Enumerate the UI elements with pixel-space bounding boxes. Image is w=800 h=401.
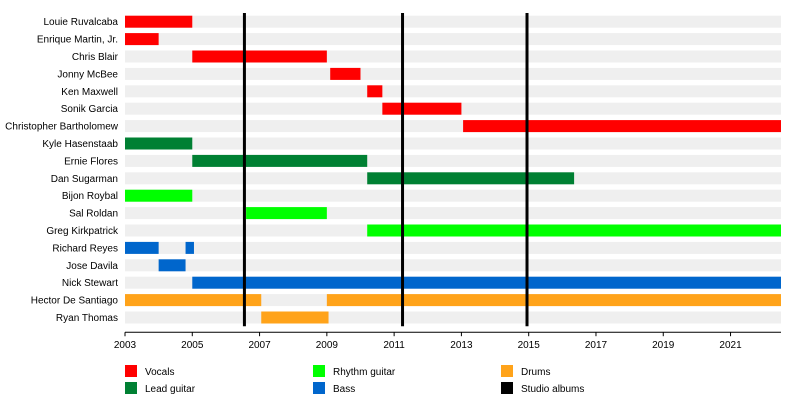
member-label: Jonny McBee <box>57 69 118 80</box>
legend-swatch-albums <box>501 382 513 394</box>
member-label: Jose Davila <box>66 261 118 272</box>
bar-rhythm <box>125 189 193 202</box>
member-label: Christopher Bartholomew <box>5 122 119 133</box>
member-label: Greg Kirkpatrick <box>46 226 119 237</box>
member-label: Enrique Martin, Jr. <box>37 35 118 46</box>
legend-label-albums: Studio albums <box>521 384 584 395</box>
legend-swatch-rhythm <box>313 365 325 377</box>
legend-swatch-bass <box>313 382 325 394</box>
member-label: Bijon Roybal <box>62 191 118 202</box>
member-label: Sonik Garcia <box>61 104 119 115</box>
member-label: Nick Stewart <box>62 278 118 289</box>
member-label: Hector De Santiago <box>31 296 119 307</box>
legend: Vocals Lead guitar Rhythm guitar Bass Drums S… <box>125 365 584 395</box>
member-label: Louie Ruvalcaba <box>44 17 119 28</box>
row-band <box>125 33 781 46</box>
legend-label-rhythm: Rhythm guitar <box>333 367 396 378</box>
row-band <box>125 207 781 220</box>
x-tick-label: 2013 <box>450 340 473 351</box>
member-label: Richard Reyes <box>52 243 118 254</box>
member-labels: Louie Ruvalcaba Enrique Martin, Jr. Chris … <box>5 17 119 324</box>
bar-vocals <box>330 67 361 80</box>
bar-lead <box>367 172 575 185</box>
bar-drums <box>125 294 262 307</box>
x-tick-label: 2007 <box>248 340 271 351</box>
legend-swatch-lead <box>125 382 137 394</box>
bar-rhythm <box>246 207 327 220</box>
legend-label-drums: Drums <box>521 367 550 378</box>
member-label: Kyle Hasenstaab <box>42 139 118 150</box>
x-tick-label: 2003 <box>114 340 137 351</box>
bar-vocals <box>367 85 383 98</box>
legend-swatch-drums <box>501 365 513 377</box>
row-band <box>125 241 781 254</box>
bar-drums <box>326 294 781 307</box>
row-band <box>125 189 781 202</box>
member-label: Ken Maxwell <box>61 87 118 98</box>
x-tick-label: 2011 <box>383 340 405 351</box>
legend-swatch-vocals <box>125 365 137 377</box>
bar-vocals <box>125 15 193 28</box>
member-label: Chris Blair <box>72 52 119 63</box>
bar-bass <box>158 259 186 272</box>
row-band <box>125 15 781 28</box>
bar-vocals <box>192 50 327 63</box>
member-label: Ernie Flores <box>64 156 118 167</box>
bar-bass <box>125 241 159 254</box>
row-band <box>125 85 781 98</box>
bar-vocals <box>125 33 159 46</box>
member-label: Sal Roldan <box>69 209 118 220</box>
bar-rhythm <box>367 224 781 237</box>
legend-label-bass: Bass <box>333 384 355 395</box>
bar-bass <box>192 276 782 289</box>
member-label: Ryan Thomas <box>56 313 118 324</box>
bar-bass <box>185 241 194 254</box>
x-tick-label: 2005 <box>181 340 204 351</box>
x-axis: 2003 2005 2007 2009 2011 2013 2015 2017 2019 2021 <box>114 331 781 351</box>
bar-lead <box>192 154 368 167</box>
row-band <box>125 137 781 150</box>
x-tick-label: 2021 <box>719 340 742 351</box>
row-band <box>125 67 781 80</box>
row-band <box>125 259 781 272</box>
studio-album-lines <box>242 13 529 327</box>
row-band <box>125 311 781 324</box>
legend-label-lead: Lead guitar <box>145 384 196 395</box>
bar-vocals <box>382 102 462 115</box>
x-tick-label: 2017 <box>585 340 608 351</box>
bar-lead <box>125 137 193 150</box>
member-label: Dan Sugarman <box>51 174 118 185</box>
x-tick-label: 2019 <box>652 340 675 351</box>
x-tick-label: 2015 <box>518 340 541 351</box>
legend-label-vocals: Vocals <box>145 367 174 378</box>
x-tick-label: 2009 <box>316 340 339 351</box>
bar-drums <box>261 311 329 324</box>
bar-vocals <box>463 120 781 133</box>
